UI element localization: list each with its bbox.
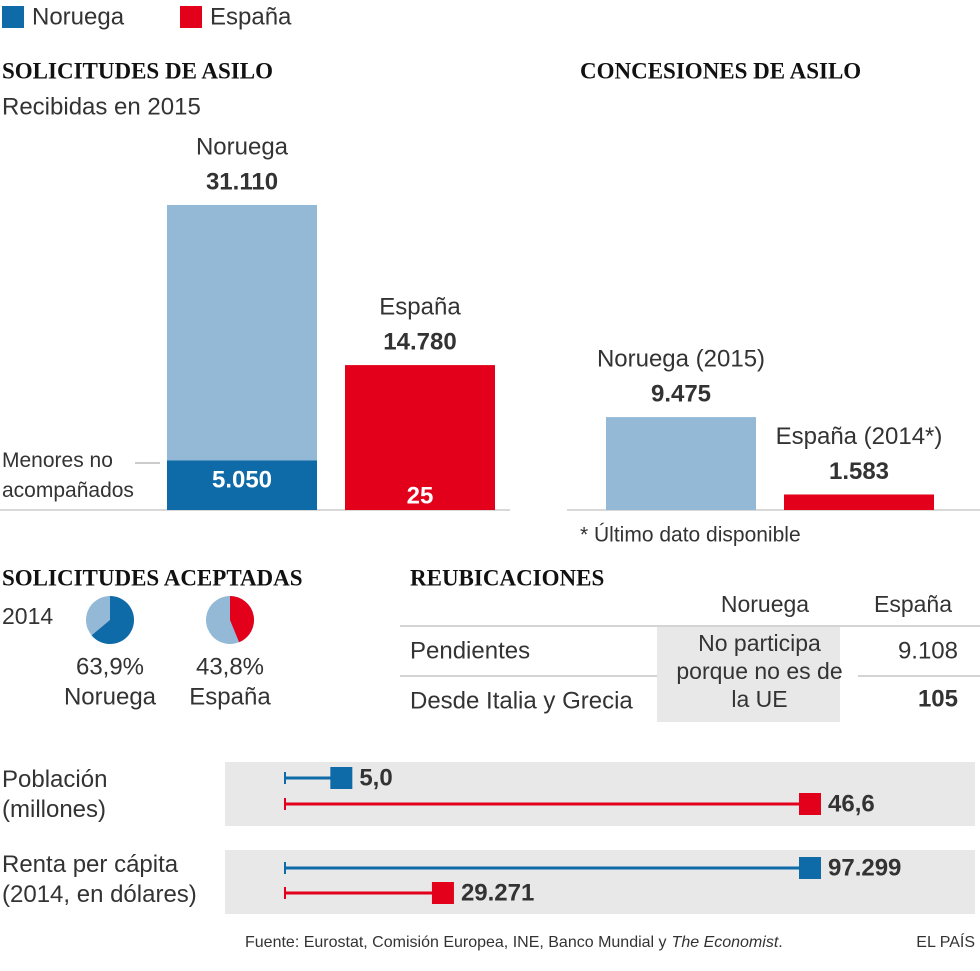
pie-slice: [230, 596, 255, 643]
chart-subtitle: 2014: [2, 603, 53, 629]
category-label: España (2014*): [776, 423, 943, 450]
pie-value-label: 43,8%: [196, 653, 264, 680]
bar: [167, 205, 317, 510]
chart-note: * Último dato disponible: [580, 524, 801, 547]
pie-category-label: Noruega: [64, 683, 157, 710]
pie-category-label: España: [189, 683, 271, 710]
bar: [606, 417, 756, 510]
minors-label: Menores no acompañados: [2, 449, 134, 502]
source-end: .: [778, 934, 782, 951]
value-label: 14.780: [383, 328, 456, 355]
minors-value-label: 5.050: [212, 466, 272, 493]
bar: [784, 494, 934, 510]
chart-subtitle: Recibidas en 2015: [2, 93, 201, 120]
source-italic: The Economist: [672, 934, 779, 951]
category-label: España: [379, 293, 461, 320]
legend-label: Noruega: [32, 3, 125, 30]
credit: EL PAÍS: [916, 932, 975, 951]
chart-title: CONCESIONES DE ASILO: [580, 58, 861, 83]
legend-label: España: [210, 3, 292, 30]
table-title: REUBICACIONES: [410, 565, 604, 590]
table-merged-text: No participa porque no es de la UE: [676, 630, 843, 712]
source-text: Fuente: Eurostat, Comisión Europea, INE,…: [245, 934, 667, 951]
chart-title: SOLICITUDES DE ASILO: [2, 58, 273, 83]
chart-title: Renta per cápita (2014, en dólares): [2, 851, 197, 908]
table-cell: 105: [918, 685, 958, 712]
band: [225, 850, 975, 914]
bar: [345, 365, 495, 510]
legend-swatch: [180, 6, 202, 28]
category-label: Noruega: [196, 133, 289, 160]
value-label: 97.299: [828, 854, 901, 881]
bar-end: [330, 767, 353, 789]
value-label: 1.583: [829, 458, 889, 485]
pie-slice: [91, 596, 134, 644]
chart-title: Población (millones): [2, 766, 108, 823]
value-label: 5,0: [359, 764, 392, 791]
value-label: 31.110: [206, 168, 278, 195]
source: Fuente: Eurostat, Comisión Europea, INE,…: [245, 934, 783, 951]
bar-minors: [167, 460, 317, 510]
bar-end: [799, 793, 821, 815]
table-row-label: Pendientes: [410, 637, 530, 664]
category-label: Noruega (2015): [597, 345, 765, 372]
value-label: 9.475: [651, 380, 711, 407]
bar-end: [799, 857, 821, 879]
table-cell: 9.108: [898, 637, 958, 664]
value-label: 46,6: [828, 790, 875, 817]
chart-title: SOLICITUDES ACEPTADAS: [2, 565, 303, 590]
pie-value-label: 63,9%: [76, 653, 144, 680]
bar-end: [431, 882, 454, 904]
table-header: España: [874, 591, 952, 617]
legend-swatch: [2, 6, 24, 28]
table-row-label: Desde Italia y Grecia: [410, 687, 633, 714]
minors-value-label: 25: [407, 482, 434, 509]
value-label: 29.271: [461, 879, 534, 906]
table-header: Noruega: [721, 591, 809, 617]
table-merged-cell: [657, 627, 840, 722]
